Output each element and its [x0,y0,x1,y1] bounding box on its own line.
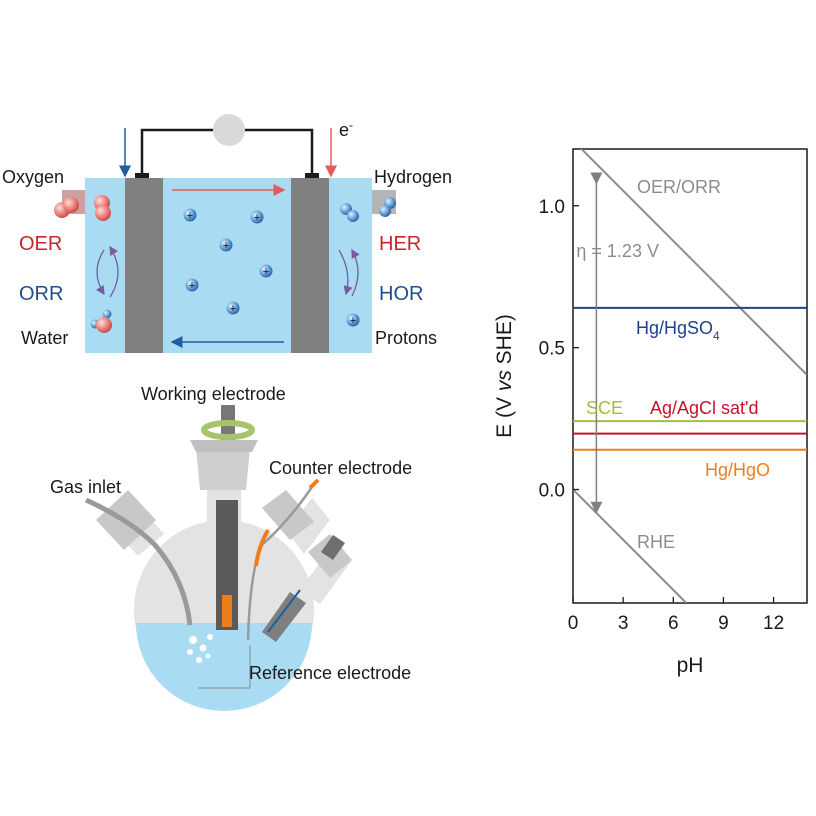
gas-inlet-label: Gas inlet [50,477,121,497]
load-bulb [213,114,245,146]
svg-text:+: + [223,240,229,252]
series-label-hg-hgo: Hg/HgO [705,460,770,480]
x-tick-label: 0 [568,613,579,634]
cathode-electrode [125,178,163,353]
hydrogen-label: Hydrogen [374,167,452,187]
left-terminal [135,173,149,178]
series-label-oer-orr: OER/ORR [637,177,721,197]
three-electrode-setup: Working electrode Counter electrode Gas … [50,384,412,711]
right-cycle-arrow-down [338,249,353,296]
working-electrode-label: Working electrode [141,384,286,404]
left-cycle-arrow-up [109,245,119,298]
gas-inlet-tube [84,497,193,626]
proton-group: + + + + + + + [183,208,360,327]
overpotential-label: η = 1.23 V [576,241,659,261]
plot-frame [572,148,808,604]
orr-label: ORR [19,283,63,305]
counter-electrode-coil [254,529,270,567]
rotation-arrow-icon [201,420,255,440]
counter-electrode-label: Counter electrode [269,458,412,478]
svg-text:+: + [230,303,236,315]
svg-text:+: + [254,212,260,224]
proton-particle: + [226,301,240,315]
x-axis-title: pH [677,654,704,677]
proton-particle: + [219,238,233,252]
proton-particle: + [259,264,273,278]
electrolyte-solution [136,623,312,711]
oxygen-label: Oxygen [2,167,64,187]
y-tick-label: 0.0 [539,481,565,502]
proton-particle: + [183,208,197,222]
protons-label: Protons [375,328,437,348]
series-label-hg-hgso4: Hg/HgSO4 [636,318,720,343]
working-electrode-tip [222,595,232,627]
series-label-rhe: RHE [637,532,675,552]
y-axis-title: E (V vs SHE) [493,314,516,438]
gas-bubbles [187,634,213,663]
anode-electrode [291,178,329,353]
potential-ph-chart: 0 3 6 9 12 1.0 0.5 0.0 η = 1.23 V OER/ORR RHE H… [493,148,808,677]
y-tick-label: 1.0 [539,197,565,218]
electron-label: e- [339,118,353,140]
hydrogen-molecule-icon [379,197,396,217]
right-cycle-arrow-up [351,248,360,297]
svg-text:+: + [263,266,269,278]
svg-text:+: + [187,210,193,222]
series-label-sce: SCE [586,398,623,418]
hor-label: HOR [379,283,423,305]
fuel-cell-diagram: e- + + + + + + + [2,114,452,353]
oxygen-molecule-icon [94,195,111,221]
x-tick-label: 12 [763,613,784,634]
x-tick-label: 6 [668,613,679,634]
svg-text:+: + [189,280,195,292]
oxygen-molecule-icon [54,197,79,218]
central-electrolyte [163,178,291,353]
oer-label: OER [19,233,62,255]
reference-leader-line [198,645,251,689]
proton-particle: + [185,278,199,292]
left-cycle-arrow-down [95,249,105,296]
central-joint [196,448,250,490]
working-electrode-rod [216,500,238,630]
series-label-ag-agcl: Ag/AgCl sat'd [650,398,759,418]
series-line-0 [580,149,807,376]
reference-electrode [262,535,345,642]
water-molecule-icon [90,309,112,333]
proton-particle: + [346,313,360,327]
central-cap [190,440,258,452]
right-terminal [305,173,319,178]
counter-electrode-lead [308,478,320,490]
right-stopper [262,490,314,540]
proton-particle: + [250,210,264,224]
x-tick-label: 3 [618,613,629,634]
x-tick-label: 9 [718,613,729,634]
her-label: HER [379,233,421,255]
reference-electrode-label: Reference electrode [249,663,411,683]
hydrogen-molecule-icon [340,203,359,222]
y-tick-label: 0.5 [539,339,565,360]
water-label: Water [21,328,68,348]
svg-text:+: + [350,315,356,327]
